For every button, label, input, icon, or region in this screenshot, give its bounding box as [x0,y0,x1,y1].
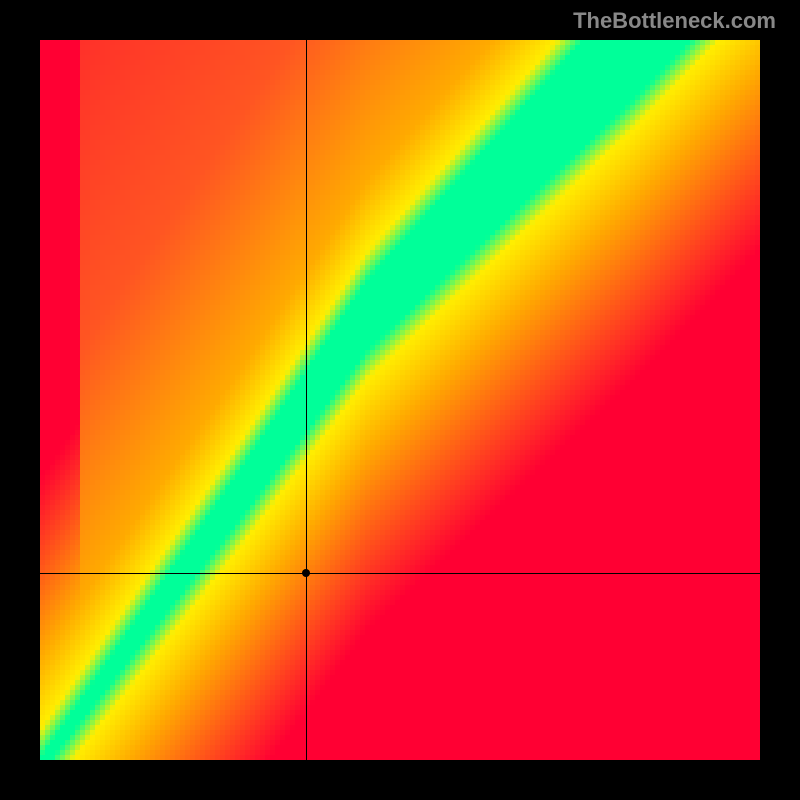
crosshair-vertical [306,40,307,760]
crosshair-horizontal [40,573,760,574]
bottleneck-heatmap [40,40,760,760]
crosshair-marker [302,569,310,577]
heatmap-canvas [40,40,760,760]
watermark-text: TheBottleneck.com [573,8,776,34]
